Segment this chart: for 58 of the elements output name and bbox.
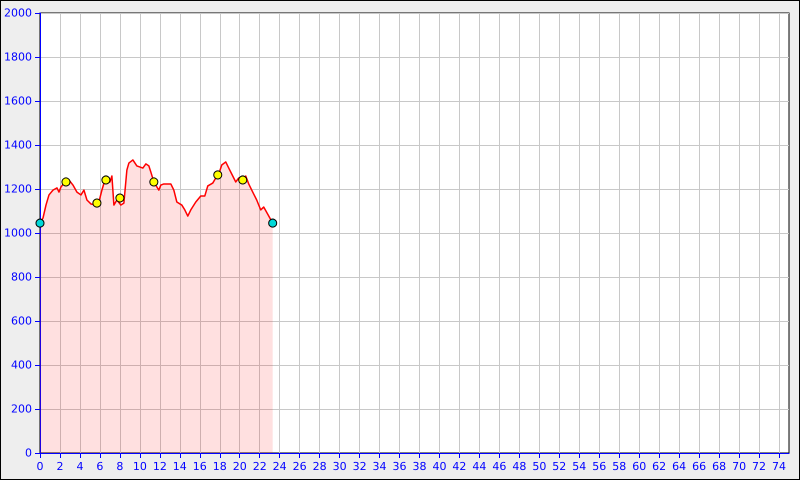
x-tick-label: 52 [552,460,566,473]
x-tick-label: 46 [492,460,506,473]
x-tick-label: 54 [572,460,586,473]
y-tick-label: 1200 [4,182,32,196]
y-tick-label: 600 [10,314,32,328]
point [149,177,158,186]
x-tick-label: 24 [272,460,287,473]
x-tick-label: 62 [652,460,666,473]
x-tick-label: 70 [732,460,746,473]
x-tick-label: 14 [172,460,187,473]
x-tick-label: 38 [412,460,426,473]
x-tick-label: 28 [312,460,327,473]
x-tick-label: 32 [352,460,367,473]
x-tick-label: 6 [96,460,104,473]
x-tick-label: 40 [432,460,446,473]
x-tick-label: 20 [232,460,247,473]
point [92,198,102,208]
point [238,175,248,184]
x-tick-label: 10 [132,460,147,473]
x-tick-label: 72 [752,460,766,473]
y-tick-label: 1400 [4,138,32,152]
y-tick-label: 0 [24,446,32,460]
x-tick-label: 68 [712,460,726,473]
y-tick-label: 2000 [4,6,32,20]
x-tick-label: 2 [56,460,64,473]
x-tick-label: 60 [632,460,646,473]
y-tick-label: 400 [10,358,32,372]
x-tick-label: 50 [532,460,546,473]
x-tick-label: 58 [612,460,626,473]
x-tick-label: 8 [116,460,124,473]
x-tick-label: 36 [392,460,407,473]
x-tick-label: 16 [192,460,207,473]
y-tick-label: 1600 [4,94,32,108]
y-tick-label: 200 [10,402,32,416]
x-tick-label: 4 [76,460,84,473]
x-tick-label: 64 [672,460,686,473]
x-tick-label: 30 [332,460,347,473]
x-tick-label: 66 [692,460,706,473]
x-tick-label: 0 [36,460,44,473]
x-tick-label: 44 [472,460,486,473]
x-tick-label: 56 [592,460,606,473]
x-tick-label: 34 [372,460,387,473]
point [101,175,110,184]
point [213,170,222,180]
point [268,218,278,228]
y-tick-label: 1000 [4,226,32,240]
x-tick-label: 74 [772,460,786,473]
x-tick-label: 22 [252,460,267,473]
x-tick-label: 42 [452,460,466,473]
point [36,218,44,228]
x-tick-label: 26 [292,460,307,473]
point [61,177,70,186]
x-tick-label: 18 [212,460,227,473]
y-tick-label: 1800 [4,50,32,64]
x-tick-label: 48 [512,460,526,473]
point [115,194,124,203]
y-tick-label: 800 [10,270,32,284]
x-tick-label: 12 [152,460,167,473]
